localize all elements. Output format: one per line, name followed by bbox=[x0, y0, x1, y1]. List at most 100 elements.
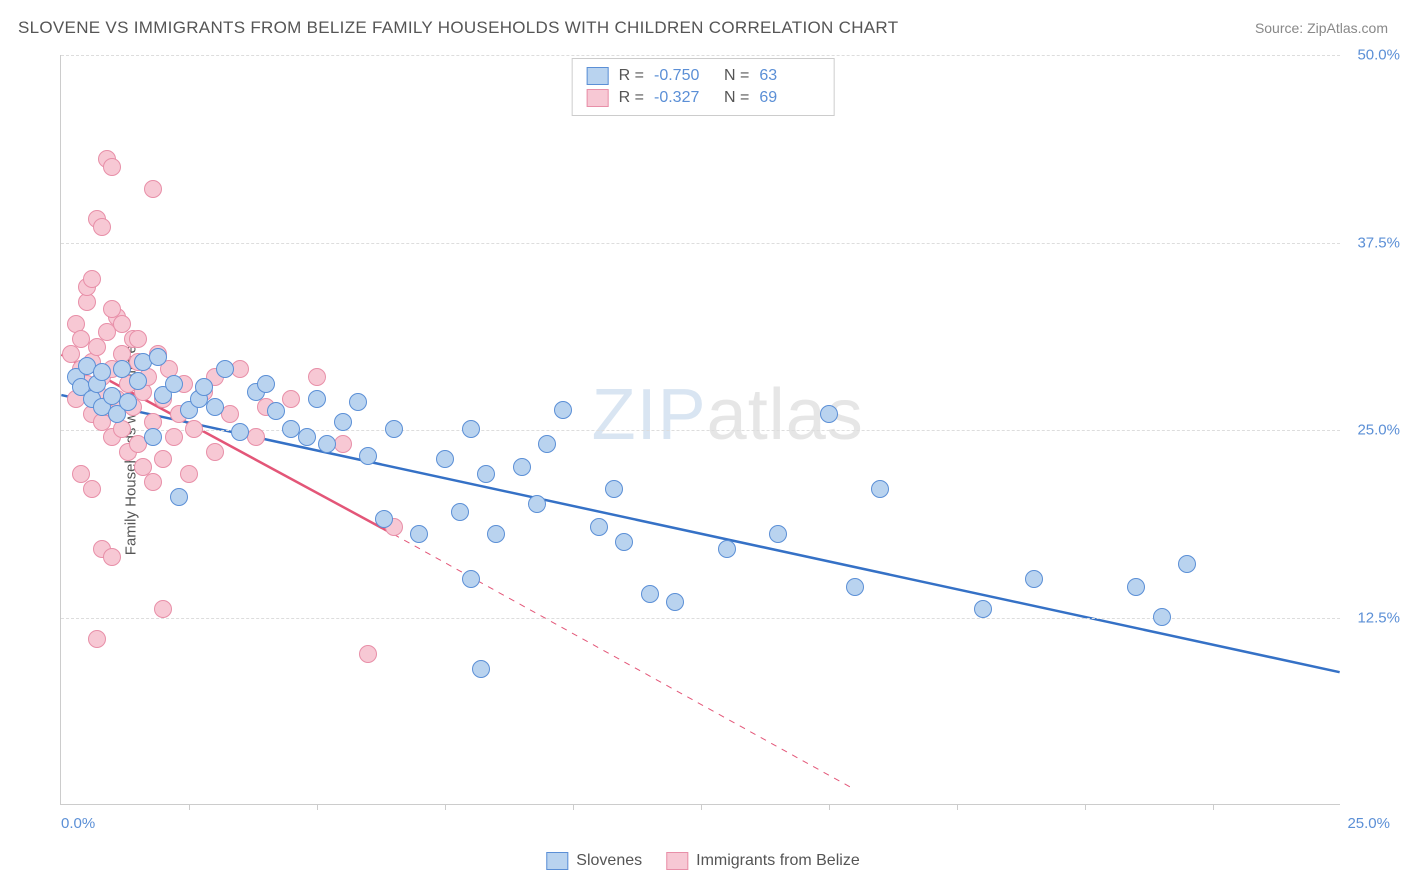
gridline-h bbox=[61, 243, 1340, 244]
data-point bbox=[231, 423, 249, 441]
data-point bbox=[144, 180, 162, 198]
x-start-label: 0.0% bbox=[61, 815, 95, 832]
x-tick bbox=[957, 804, 958, 810]
data-point bbox=[206, 398, 224, 416]
data-point bbox=[1153, 608, 1171, 626]
data-point bbox=[267, 402, 285, 420]
data-point bbox=[349, 393, 367, 411]
data-point bbox=[375, 510, 393, 528]
data-point bbox=[871, 480, 889, 498]
data-point bbox=[769, 525, 787, 543]
data-point bbox=[154, 600, 172, 618]
watermark-atlas: atlas bbox=[707, 375, 864, 455]
legend-swatch bbox=[587, 89, 609, 107]
data-point bbox=[462, 420, 480, 438]
data-point bbox=[216, 360, 234, 378]
data-point bbox=[513, 458, 531, 476]
data-point bbox=[165, 375, 183, 393]
data-point bbox=[129, 372, 147, 390]
data-point bbox=[359, 645, 377, 663]
data-point bbox=[170, 488, 188, 506]
data-point bbox=[93, 218, 111, 236]
data-point bbox=[119, 393, 137, 411]
data-point bbox=[206, 443, 224, 461]
x-tick bbox=[573, 804, 574, 810]
legend-label: Immigrants from Belize bbox=[696, 852, 860, 870]
y-tick-label: 37.5% bbox=[1357, 234, 1400, 251]
stats-legend-box: R =-0.750N =63R =-0.327N =69 bbox=[572, 58, 835, 116]
data-point bbox=[974, 600, 992, 618]
data-point bbox=[436, 450, 454, 468]
n-value: 63 bbox=[759, 67, 819, 85]
n-label: N = bbox=[724, 67, 749, 85]
legend-item: Slovenes bbox=[546, 852, 642, 870]
data-point bbox=[282, 390, 300, 408]
data-point bbox=[154, 450, 172, 468]
data-point bbox=[103, 548, 121, 566]
data-point bbox=[298, 428, 316, 446]
legend-item: Immigrants from Belize bbox=[666, 852, 860, 870]
data-point bbox=[410, 525, 428, 543]
gridline-h bbox=[61, 55, 1340, 56]
x-tick bbox=[445, 804, 446, 810]
x-tick bbox=[701, 804, 702, 810]
legend-swatch bbox=[666, 852, 688, 870]
data-point bbox=[615, 533, 633, 551]
data-point bbox=[538, 435, 556, 453]
data-point bbox=[487, 525, 505, 543]
data-point bbox=[605, 480, 623, 498]
r-value: -0.750 bbox=[654, 67, 714, 85]
x-tick bbox=[317, 804, 318, 810]
watermark-zip: ZIP bbox=[592, 375, 707, 455]
data-point bbox=[88, 338, 106, 356]
data-point bbox=[93, 363, 111, 381]
data-point bbox=[103, 158, 121, 176]
data-point bbox=[334, 413, 352, 431]
data-point bbox=[641, 585, 659, 603]
n-label: N = bbox=[724, 89, 749, 107]
data-point bbox=[554, 401, 572, 419]
r-label: R = bbox=[619, 89, 644, 107]
data-point bbox=[149, 348, 167, 366]
legend-swatch bbox=[546, 852, 568, 870]
data-point bbox=[1178, 555, 1196, 573]
data-point bbox=[83, 480, 101, 498]
data-point bbox=[718, 540, 736, 558]
data-point bbox=[144, 428, 162, 446]
gridline-h bbox=[61, 618, 1340, 619]
x-tick bbox=[829, 804, 830, 810]
title-bar: SLOVENE VS IMMIGRANTS FROM BELIZE FAMILY… bbox=[18, 18, 1388, 38]
data-point bbox=[528, 495, 546, 513]
data-point bbox=[385, 420, 403, 438]
data-point bbox=[247, 428, 265, 446]
data-point bbox=[113, 315, 131, 333]
stats-row: R =-0.750N =63 bbox=[587, 65, 820, 87]
legend-label: Slovenes bbox=[576, 852, 642, 870]
data-point bbox=[334, 435, 352, 453]
data-point bbox=[590, 518, 608, 536]
data-point bbox=[472, 660, 490, 678]
x-end-label: 25.0% bbox=[1347, 815, 1390, 832]
x-tick bbox=[1085, 804, 1086, 810]
data-point bbox=[477, 465, 495, 483]
data-point bbox=[165, 428, 183, 446]
plot-area: ZIPatlas 12.5%25.0%37.5%50.0%0.0%25.0% bbox=[60, 55, 1340, 805]
data-point bbox=[359, 447, 377, 465]
data-point bbox=[185, 420, 203, 438]
stats-row: R =-0.327N =69 bbox=[587, 87, 820, 109]
y-tick-label: 25.0% bbox=[1357, 422, 1400, 439]
data-point bbox=[257, 375, 275, 393]
data-point bbox=[846, 578, 864, 596]
data-point bbox=[180, 465, 198, 483]
data-point bbox=[88, 630, 106, 648]
data-point bbox=[113, 360, 131, 378]
y-tick-label: 12.5% bbox=[1357, 609, 1400, 626]
data-point bbox=[231, 360, 249, 378]
data-point bbox=[129, 330, 147, 348]
data-point bbox=[451, 503, 469, 521]
data-point bbox=[83, 270, 101, 288]
data-point bbox=[221, 405, 239, 423]
r-value: -0.327 bbox=[654, 89, 714, 107]
data-point bbox=[820, 405, 838, 423]
x-tick bbox=[189, 804, 190, 810]
